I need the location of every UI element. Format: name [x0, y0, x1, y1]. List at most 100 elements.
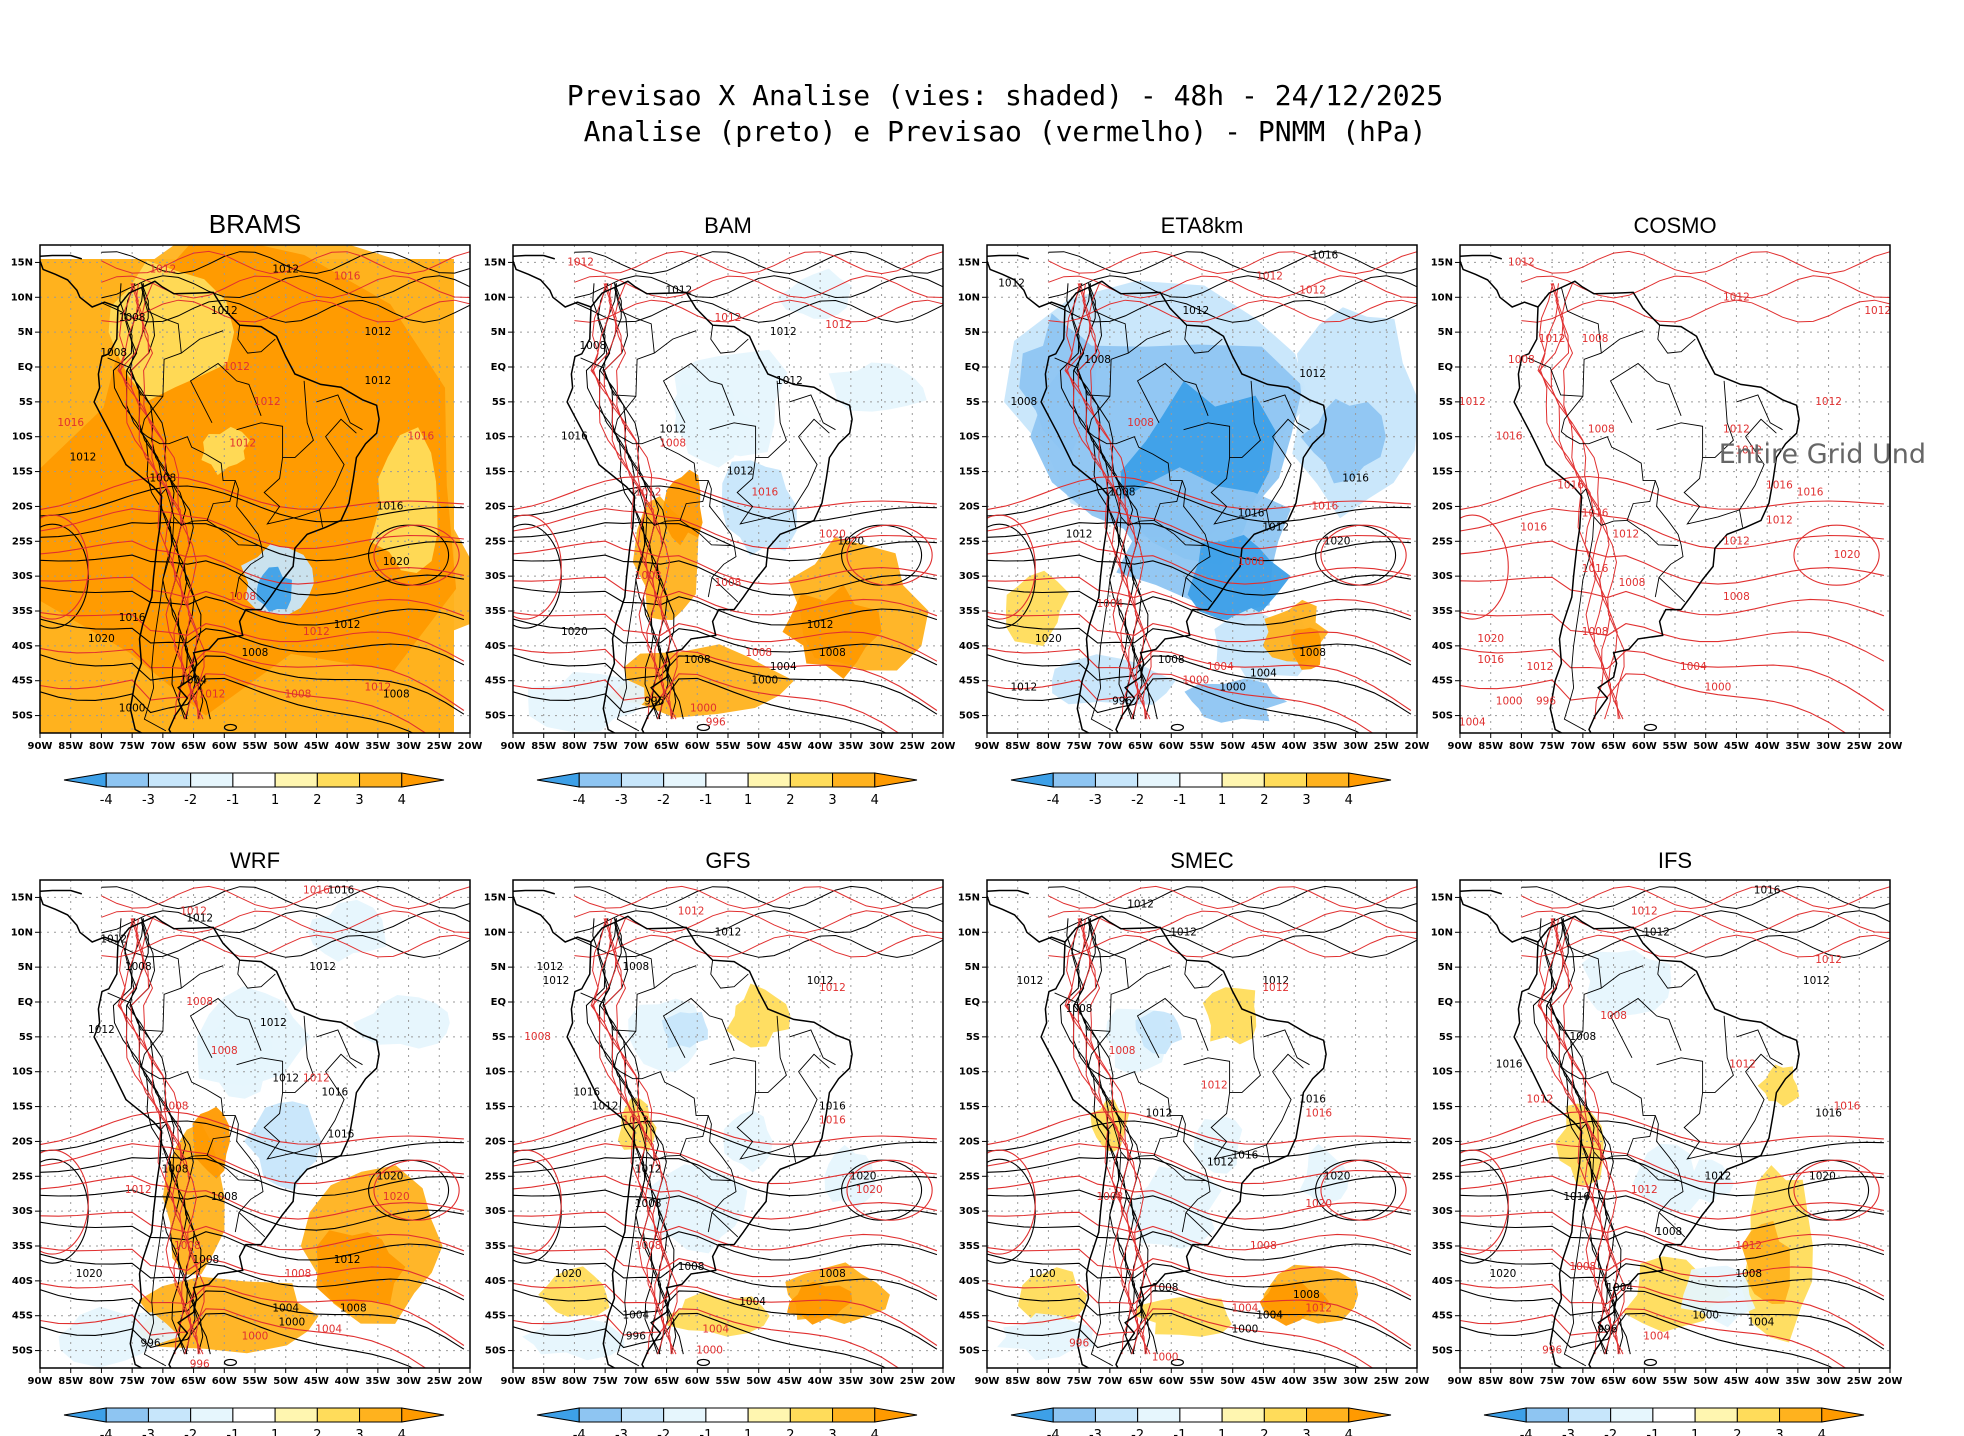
country-border	[1266, 509, 1271, 528]
lon-tick-label: 40W	[1755, 741, 1780, 752]
isobar-contour	[40, 1143, 464, 1185]
lon-tick-label: 55W	[1190, 1376, 1215, 1387]
lon-tick-label: 20W	[458, 741, 483, 752]
contour-label: 1008	[100, 347, 127, 359]
lon-tick-label: 20W	[458, 1376, 483, 1387]
contour-label: 996	[1536, 696, 1556, 708]
lon-tick-label: 70W	[1097, 1376, 1122, 1387]
isobar-contour	[1460, 1175, 1885, 1220]
colorbar-label: 2	[1260, 793, 1268, 808]
contour-label: 1008	[242, 647, 269, 659]
colorbar-label: 1	[1218, 793, 1226, 808]
contour-label: 1000	[1152, 1352, 1179, 1364]
isobar-contour	[513, 673, 900, 733]
isobar-contour	[1550, 918, 1624, 1355]
lon-tick-label: 40W	[808, 1376, 833, 1387]
lon-tick-label: 50W	[273, 1376, 298, 1387]
isobar-contour	[513, 647, 938, 711]
colorbar-label: -2	[184, 793, 197, 808]
contour-label: 1008	[125, 961, 152, 973]
lon-tick-label: 60W	[1632, 1376, 1657, 1387]
lon-tick-label: 20W	[1878, 1376, 1903, 1387]
contour-label: 1012	[1066, 528, 1093, 540]
lon-tick-label: 45W	[304, 741, 329, 752]
country-border	[1739, 509, 1744, 528]
contour-label: 1012	[715, 926, 742, 938]
colorbar-segment	[536, 1407, 580, 1423]
lon-tick-label: 60W	[1159, 1376, 1184, 1387]
lon-tick-label: 45W	[777, 741, 802, 752]
contour-label: 1004	[1643, 1331, 1670, 1343]
country-border	[1626, 520, 1679, 546]
country-border	[206, 1155, 259, 1181]
contour-label: 1012	[1526, 1094, 1553, 1106]
lat-tick-label: 45S	[12, 1311, 33, 1322]
lat-tick-label: 50S	[959, 1346, 980, 1357]
lon-tick-label: 55W	[1190, 741, 1215, 752]
colorbar-segment	[401, 1407, 445, 1423]
lon-tick-label: 25W	[427, 1376, 452, 1387]
colorbar-segment	[232, 1407, 276, 1423]
colorbar-segment	[63, 1407, 107, 1423]
coastline	[1513, 280, 1800, 733]
lon-tick-label: 25W	[427, 741, 452, 752]
country-border	[1181, 1212, 1187, 1233]
lon-tick-label: 90W	[1448, 1376, 1473, 1387]
lat-tick-label: 15N	[1431, 892, 1453, 903]
colorbar: -4 -3 -2 -1 1 2 3 4	[536, 772, 918, 808]
contour-label: 1012	[1262, 975, 1289, 987]
isobar-contour	[574, 934, 943, 958]
lat-tick-label: 15N	[484, 892, 506, 903]
contour-label: 1004	[1680, 661, 1707, 673]
lat-tick-label: 50S	[12, 711, 33, 722]
contour-label: 1012	[1766, 514, 1793, 526]
colorbar-segment	[1179, 772, 1223, 788]
lat-tick-label: EQ	[1438, 997, 1453, 1008]
lat-tick-label: 30S	[959, 1206, 980, 1217]
contour-label: 1000	[690, 703, 717, 715]
lon-tick-label: 90W	[501, 1376, 526, 1387]
coastline	[223, 1358, 238, 1367]
colorbar-segment	[789, 1407, 834, 1423]
lat-tick-label: 15N	[11, 892, 33, 903]
lat-tick-label: 20S	[1432, 1136, 1453, 1147]
map-panel-brams: BRAMS 1012 1016 1012 1012 1012 1016 1016 1020 100…	[11, 209, 483, 752]
isobar-contour	[1460, 1282, 1885, 1346]
colorbar-segment	[1779, 1407, 1823, 1423]
isobar-contour	[574, 934, 943, 958]
lat-tick-label: 5N	[1438, 327, 1453, 338]
colorbar-segment	[747, 772, 791, 788]
contour-label: 1016	[1299, 1094, 1326, 1106]
isobar-contour	[140, 283, 205, 720]
lon-tick-label: 75W	[1540, 1376, 1565, 1387]
isobar-contour	[846, 524, 933, 586]
isobar-contour	[987, 485, 1411, 523]
lat-tick-label: 10N	[1431, 292, 1453, 303]
coastline	[1460, 260, 1539, 308]
lat-tick-label: 10N	[11, 927, 33, 938]
lon-tick-label: 50W	[746, 741, 771, 752]
contour-label: 1012	[727, 466, 754, 478]
colorbar-segment	[316, 1407, 361, 1423]
isobar-contour	[40, 514, 89, 620]
isobar-contour	[1065, 283, 1146, 720]
lat-tick-label: 30S	[1432, 571, 1453, 582]
isobar-contour	[373, 1159, 460, 1221]
contour-label: 1008	[1109, 1045, 1136, 1057]
bias-shading	[1299, 1143, 1349, 1206]
colorbar-segment	[1610, 1407, 1654, 1423]
country-border	[1183, 1057, 1231, 1093]
contour-label: 1020	[819, 528, 846, 540]
colorbar-label: 2	[313, 793, 321, 808]
bias-shading	[672, 375, 754, 468]
contour-label: 1012	[88, 1024, 115, 1036]
lon-tick-label: 50W	[746, 1376, 771, 1387]
lat-tick-label: 20S	[959, 1136, 980, 1147]
lat-tick-label: 40S	[485, 641, 506, 652]
contour-label: 1020	[1324, 535, 1351, 547]
bias-shading	[538, 1266, 610, 1317]
contour-label: 1008	[659, 438, 686, 450]
colorbar-label: 4	[398, 793, 406, 808]
